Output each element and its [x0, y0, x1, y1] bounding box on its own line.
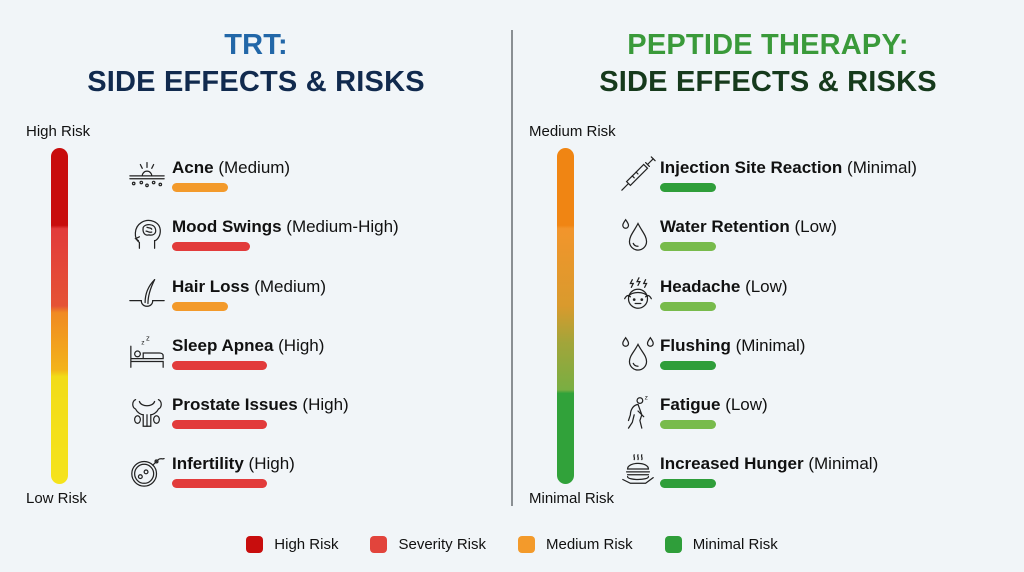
legend-item-minimal-risk: Minimal Risk	[664, 536, 778, 553]
legend-label: Minimal Risk	[692, 536, 778, 553]
severity-bar	[172, 420, 267, 430]
item-level: (High)	[248, 454, 295, 474]
head-brain-icon	[128, 214, 166, 252]
hair-follicle-icon	[128, 274, 166, 312]
trt-risk-scale-bar	[51, 148, 68, 484]
trt-scale-bottom-label: Low Risk	[26, 490, 87, 507]
severity-bar	[172, 301, 228, 311]
syringe-icon	[619, 155, 657, 193]
sleeping-bed-icon: z z	[128, 333, 166, 371]
trt-title: TRT: SIDE EFFECTS & RISKS	[0, 27, 512, 101]
item-level: (Medium-High)	[286, 217, 399, 237]
headache-icon	[619, 274, 657, 312]
drops-icon	[619, 333, 657, 371]
legend-label: Medium Risk	[546, 536, 633, 553]
legend: High Risk Severity Risk Medium Risk Mini…	[0, 536, 1024, 553]
prostate-icon	[128, 392, 166, 430]
item-level: (Low)	[725, 395, 768, 415]
severity-bar	[660, 479, 716, 489]
trt-title-line2: SIDE EFFECTS & RISKS	[87, 66, 425, 98]
item-level: (Medium)	[218, 158, 291, 177]
item-name: Fatigue	[660, 395, 721, 415]
burger-hand-icon	[619, 451, 657, 489]
legend-swatch	[664, 536, 682, 553]
legend-item-severity-risk: Severity Risk	[370, 536, 486, 553]
tired-person-icon: z	[619, 392, 657, 430]
item-name: Headache	[660, 276, 741, 296]
item-name: Mood Swings	[172, 217, 282, 237]
peptide-title: PEPTIDE THERAPY: SIDE EFFECTS & RISKS	[512, 27, 1024, 101]
peptide-scale-top-label: Medium Risk	[529, 123, 616, 140]
item-name: Water Retention	[660, 217, 790, 237]
peptide-title-line2: SIDE EFFECTS & RISKS	[599, 66, 937, 98]
severity-bar	[172, 242, 250, 252]
item-level: (High)	[302, 395, 349, 415]
item-name: Injection Site Reaction	[660, 158, 843, 177]
severity-bar	[660, 420, 716, 430]
item-name: Acne	[172, 158, 214, 177]
trt-scale-top-label: High Risk	[26, 123, 91, 140]
legend-item-high-risk: High Risk	[246, 536, 338, 553]
legend-item-medium-risk: Medium Risk	[518, 536, 633, 553]
item-level: (Low)	[794, 217, 837, 237]
severity-bar	[660, 301, 716, 311]
svg-text:z: z	[146, 333, 150, 342]
egg-sperm-icon	[128, 451, 166, 489]
trt-title-line1: TRT:	[224, 29, 288, 61]
legend-swatch	[370, 536, 388, 553]
peptide-scale-bottom-label: Minimal Risk	[529, 490, 615, 507]
legend-label: High Risk	[274, 536, 339, 553]
legend-swatch	[518, 536, 535, 553]
severity-bar	[172, 360, 267, 370]
item-level: (Minimal)	[735, 335, 806, 355]
svg-text:z: z	[645, 395, 648, 402]
peptide-risk-scale-bar	[557, 148, 574, 484]
item-name: Hair Loss	[172, 276, 250, 296]
severity-bar	[172, 479, 267, 489]
item-name: Infertility	[172, 454, 244, 474]
item-name: Flushing	[660, 335, 731, 355]
item-level: (Low)	[745, 276, 788, 296]
svg-text:z: z	[141, 339, 144, 346]
item-name: Prostate Issues	[172, 395, 298, 415]
item-name: Increased Hunger	[660, 454, 804, 474]
water-drop-icon	[619, 214, 657, 252]
item-level: (High)	[278, 335, 325, 355]
legend-swatch	[246, 536, 264, 553]
peptide-title-line1: PEPTIDE THERAPY:	[627, 29, 909, 61]
item-level: (Medium)	[254, 276, 327, 296]
severity-bar	[660, 360, 716, 370]
severity-bar	[172, 183, 228, 192]
item-name: Sleep Apnea	[172, 335, 274, 355]
acne-skin-icon	[128, 155, 166, 193]
legend-label: Severity Risk	[398, 536, 486, 553]
severity-bar	[660, 242, 716, 252]
center-divider	[511, 30, 513, 506]
item-level: (Minimal)	[808, 454, 879, 474]
severity-bar	[660, 183, 716, 192]
item-level: (Minimal)	[847, 158, 917, 177]
